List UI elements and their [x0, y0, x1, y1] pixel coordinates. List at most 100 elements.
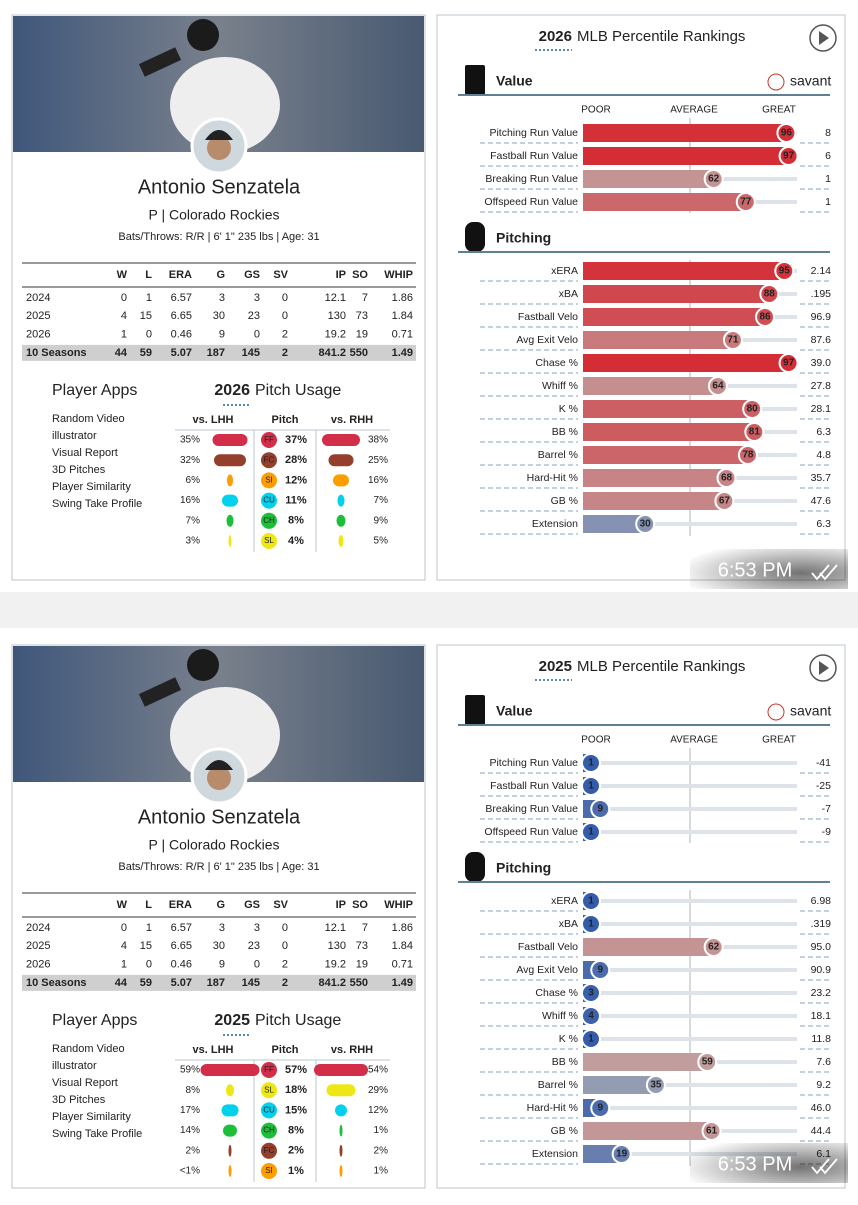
savant-brand: savant	[790, 73, 831, 89]
percentile-text: 1	[588, 827, 594, 838]
timestamp: 6:53 PM	[718, 559, 792, 581]
usage-lhh: 3%	[186, 536, 201, 547]
usage-year: 2026	[214, 382, 250, 399]
player-name: Antonio Senzatela	[138, 806, 301, 828]
message: Antonio Senzatela P | Colorado Rockies Bat…	[11, 14, 848, 589]
stats-header: WHIP	[384, 899, 413, 911]
app-link[interactable]: Random Video	[52, 413, 125, 425]
scale-label: POOR	[581, 105, 610, 116]
percentile-badge	[581, 891, 601, 911]
player-bio: Bats/Throws: R/R | 6' 1" 235 lbs | Age: …	[118, 231, 319, 243]
stats-cell: 23	[248, 310, 260, 322]
usage-oval	[314, 1064, 368, 1076]
metric-value: 96.9	[811, 311, 832, 323]
metric-label: Breaking Run Value	[485, 173, 578, 185]
stats-cell: 0	[146, 959, 152, 971]
percentile-badge	[581, 776, 601, 796]
stats-cell: 19	[356, 329, 368, 341]
stats-cell: 2	[282, 329, 288, 341]
rankings-title: MLB Percentile Rankings	[577, 28, 745, 45]
section-icon	[465, 65, 485, 95]
metric-value: .319	[811, 918, 832, 930]
stats-cell: 841.2	[318, 977, 346, 989]
app-link[interactable]: Swing Take Profile	[52, 498, 142, 510]
bar-track	[583, 807, 797, 811]
usage-pct: 11%	[285, 495, 307, 507]
metric-label: Barrel %	[538, 449, 578, 461]
metric-value: 35.7	[811, 472, 832, 484]
app-link[interactable]: Player Similarity	[52, 481, 131, 493]
stats-header: GS	[244, 269, 260, 281]
pitcher-cap	[187, 19, 219, 51]
percentile-badge	[755, 307, 776, 327]
rankings-title: MLB Percentile Rankings	[577, 658, 745, 675]
metric-label: Extension	[532, 1148, 578, 1160]
stats-cell: 3	[254, 922, 260, 934]
metric-value: 6.3	[816, 518, 831, 530]
stats-cell: 7	[362, 922, 368, 934]
metric-value: 11.8	[811, 1033, 831, 1045]
rankings-card	[436, 644, 846, 1189]
metric-label: Hard-Hit %	[527, 1102, 578, 1114]
app-link[interactable]: illustrator	[52, 1060, 97, 1072]
bar-track	[583, 761, 797, 765]
team-line: P | Colorado Rockies	[149, 837, 280, 853]
usage-oval	[214, 454, 246, 467]
stats-cell: 4	[121, 940, 127, 952]
percentile-text: 96	[781, 128, 793, 139]
usage-pct: 15%	[285, 1104, 307, 1116]
bar-track	[583, 1037, 797, 1041]
usage-rhh: 5%	[374, 536, 389, 547]
usage-oval	[328, 454, 354, 467]
stats-cell: 145	[242, 347, 260, 359]
app-link[interactable]: Swing Take Profile	[52, 1128, 142, 1140]
usage-rhh: 2%	[374, 1145, 389, 1156]
pitch-badge	[261, 472, 277, 489]
usage-rhh: 1%	[374, 1125, 389, 1136]
percentile-text: 9	[597, 804, 603, 815]
section-icon	[465, 852, 485, 882]
metric-value: 95.0	[811, 941, 832, 953]
stats-cell: 1.84	[392, 310, 413, 322]
percentile-text: 1	[588, 896, 594, 907]
percentile-text: 86	[759, 312, 771, 323]
scale-label: GREAT	[762, 735, 796, 746]
pitch-badge	[261, 1142, 277, 1159]
app-link[interactable]: 3D Pitches	[52, 1094, 106, 1106]
usage-header: vs. RHH	[331, 1044, 373, 1056]
metric-label: xERA	[551, 895, 578, 907]
usage-oval	[200, 1064, 260, 1076]
scale-label: AVERAGE	[670, 735, 718, 746]
percentile-bar	[583, 492, 727, 510]
percentile-bar	[583, 147, 791, 165]
play-icon	[819, 661, 829, 675]
usage-rhh: 1%	[374, 1166, 389, 1177]
percentile-badge	[716, 468, 737, 488]
stats-header: IP	[336, 269, 346, 281]
metric-value: -9	[822, 826, 831, 838]
stats-header: IP	[336, 899, 346, 911]
app-link[interactable]: Visual Report	[52, 447, 118, 459]
metric-value: .195	[811, 288, 832, 300]
metric-value: 87.6	[811, 334, 832, 346]
usage-lhh: 59%	[180, 1065, 200, 1076]
app-link[interactable]: 3D Pitches	[52, 464, 106, 476]
metric-label: Fastball Velo	[518, 311, 578, 323]
percentile-text: 1	[588, 758, 594, 769]
stats-cell: 1	[146, 292, 152, 304]
app-link[interactable]: Random Video	[52, 1043, 125, 1055]
percentile-bar	[583, 354, 791, 372]
stats-cell: 0.71	[392, 329, 413, 341]
metric-label: Breaking Run Value	[485, 803, 578, 815]
app-link[interactable]: Visual Report	[52, 1077, 118, 1089]
metric-label: Avg Exit Velo	[516, 334, 578, 346]
metric-label: BB %	[552, 426, 578, 438]
percentile-text: 67	[719, 496, 731, 507]
headshot-face	[207, 766, 231, 790]
app-link[interactable]: Player Similarity	[52, 1111, 131, 1123]
stats-header: G	[216, 269, 225, 281]
pitcher-sleeve	[138, 677, 182, 707]
app-link[interactable]: illustrator	[52, 430, 97, 442]
metric-value: 46.0	[811, 1102, 832, 1114]
bar-track	[583, 1106, 797, 1110]
